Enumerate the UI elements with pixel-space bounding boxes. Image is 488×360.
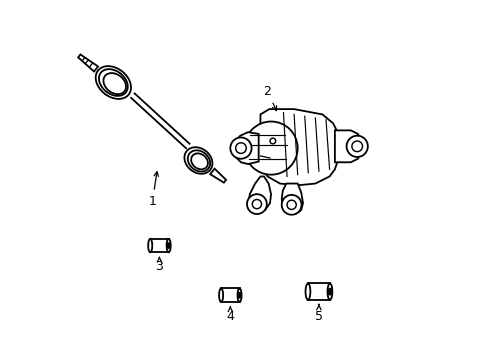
Circle shape: [286, 200, 296, 210]
Text: 4: 4: [226, 307, 234, 323]
Circle shape: [351, 141, 362, 152]
Ellipse shape: [187, 150, 210, 172]
Ellipse shape: [167, 244, 169, 247]
Ellipse shape: [238, 294, 240, 297]
Circle shape: [252, 199, 261, 209]
Ellipse shape: [327, 283, 332, 300]
Polygon shape: [78, 54, 98, 72]
Ellipse shape: [237, 288, 241, 302]
Circle shape: [269, 138, 275, 144]
Text: 1: 1: [148, 172, 158, 208]
Polygon shape: [334, 130, 361, 162]
Polygon shape: [258, 109, 338, 185]
Ellipse shape: [191, 153, 207, 169]
Text: 3: 3: [155, 257, 163, 273]
Ellipse shape: [184, 147, 212, 174]
Ellipse shape: [99, 69, 127, 96]
Polygon shape: [281, 184, 303, 214]
Circle shape: [235, 143, 246, 153]
Circle shape: [281, 195, 301, 215]
Ellipse shape: [327, 289, 331, 295]
Ellipse shape: [328, 290, 330, 293]
Ellipse shape: [219, 288, 223, 302]
Ellipse shape: [167, 243, 170, 248]
Polygon shape: [234, 132, 258, 164]
Ellipse shape: [305, 283, 310, 300]
Circle shape: [346, 136, 367, 157]
Ellipse shape: [103, 73, 126, 94]
Ellipse shape: [148, 239, 152, 252]
Circle shape: [246, 194, 266, 214]
Polygon shape: [210, 168, 225, 183]
Circle shape: [230, 138, 251, 159]
Text: 2: 2: [263, 85, 276, 111]
Polygon shape: [247, 176, 270, 213]
Ellipse shape: [166, 239, 170, 252]
Circle shape: [244, 122, 297, 175]
Text: 5: 5: [314, 305, 322, 323]
Ellipse shape: [238, 293, 241, 298]
Ellipse shape: [96, 66, 131, 99]
